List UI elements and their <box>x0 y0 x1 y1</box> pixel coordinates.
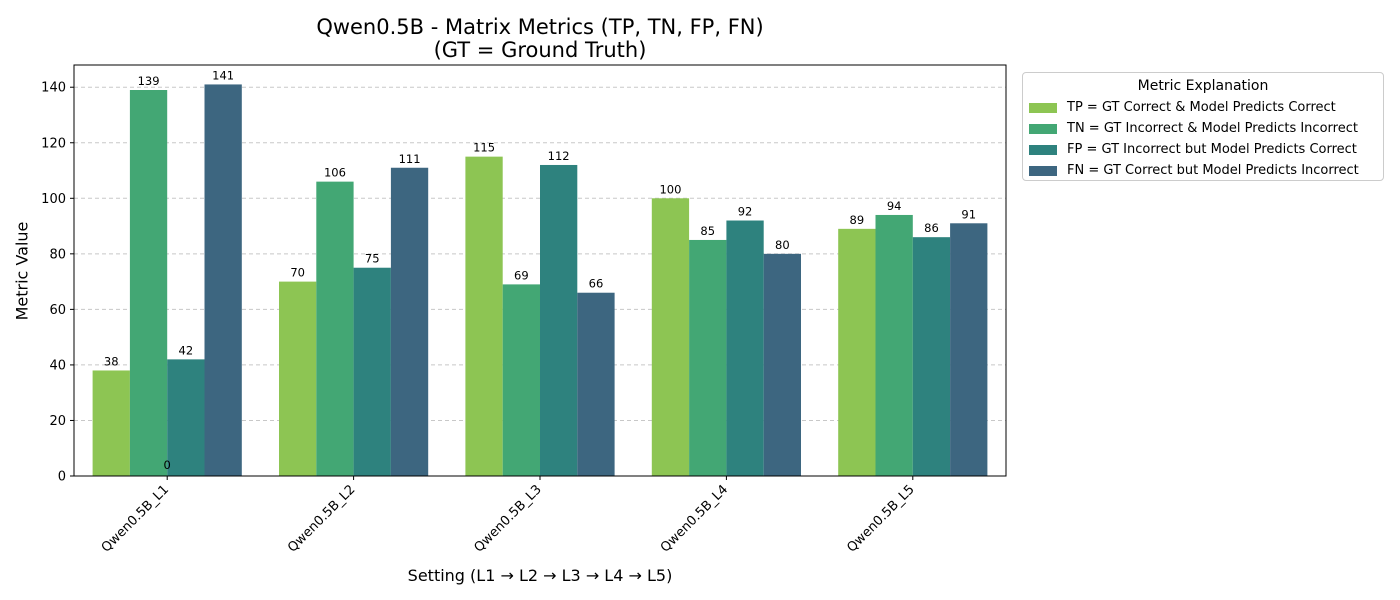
bar <box>204 84 242 477</box>
y-tick-label: 100 <box>41 192 66 207</box>
legend-label-fn: FN = GT Correct but Model Predicts Incor… <box>1067 163 1359 178</box>
data-label: 139 <box>138 74 160 88</box>
y-tick-label: 20 <box>49 414 66 429</box>
legend-label-fp: FP = GT Incorrect but Model Predicts Cor… <box>1067 142 1357 157</box>
legend-swatch-tn <box>1029 123 1057 134</box>
y-tick-label: 120 <box>41 136 66 151</box>
bar <box>316 181 354 476</box>
x-tick-label: Qwen0.5B_L4 <box>658 482 731 555</box>
y-tick-label: 0 <box>58 470 66 485</box>
data-label: 80 <box>775 238 790 252</box>
bar <box>129 89 168 477</box>
data-label: 85 <box>700 224 715 238</box>
bar <box>92 370 130 476</box>
legend-swatch-fn <box>1029 165 1057 176</box>
data-label: 69 <box>514 268 529 282</box>
data-label-annotation: 0 <box>164 458 171 472</box>
bar <box>838 228 876 476</box>
bar <box>689 239 727 476</box>
legend-title: Metric Explanation <box>1137 78 1269 94</box>
bar <box>465 156 503 476</box>
y-tick-label: 140 <box>41 81 66 96</box>
data-label: 112 <box>548 149 570 163</box>
data-label: 100 <box>659 182 681 196</box>
y-tick-label: 80 <box>49 247 66 262</box>
legend-swatch-tp <box>1029 102 1057 113</box>
legend-item-fn: FN = GT Correct but Model Predicts Incor… <box>1023 160 1383 181</box>
bar <box>875 214 913 476</box>
bar <box>502 284 540 476</box>
bar <box>950 223 988 476</box>
y-tick-label: 60 <box>49 303 66 318</box>
x-tick-label: Qwen0.5B_L5 <box>844 482 917 555</box>
bar <box>390 167 429 476</box>
data-label: 141 <box>212 68 234 82</box>
data-label: 75 <box>365 252 380 266</box>
legend-label-tn: TN = GT Incorrect & Model Predicts Incor… <box>1067 121 1358 136</box>
bar <box>353 267 391 476</box>
data-label: 115 <box>473 141 495 155</box>
legend-item-tp: TP = GT Correct & Model Predicts Correct <box>1023 97 1383 118</box>
legend-item-tn: TN = GT Incorrect & Model Predicts Incor… <box>1023 118 1383 139</box>
y-tick-label: 40 <box>49 358 66 373</box>
data-label: 38 <box>104 354 119 368</box>
chart-subtitle: (GT = Ground Truth) <box>433 38 647 62</box>
data-label: 92 <box>738 205 753 219</box>
x-tick-label: Qwen0.5B_L3 <box>471 482 544 555</box>
bar <box>912 237 951 476</box>
chart-title: Qwen0.5B - Matrix Metrics (TP, TN, FP, F… <box>316 15 764 39</box>
data-label: 70 <box>290 266 305 280</box>
data-label: 91 <box>961 207 976 221</box>
bar <box>726 220 764 476</box>
data-label: 66 <box>589 277 604 291</box>
legend: Metric Explanation TP = GT Correct & Mod… <box>1022 72 1384 181</box>
x-axis-label: Setting (L1 → L2 → L3 → L4 → L5) <box>407 566 673 585</box>
legend-label-tp: TP = GT Correct & Model Predicts Correct <box>1067 100 1336 115</box>
data-label: 89 <box>850 213 865 227</box>
bar <box>540 164 578 477</box>
bar <box>167 359 205 476</box>
bar <box>651 198 690 476</box>
data-label: 86 <box>924 221 939 235</box>
legend-item-fp: FP = GT Incorrect but Model Predicts Cor… <box>1023 139 1383 160</box>
data-label: 42 <box>179 343 194 357</box>
legend-swatch-fp <box>1029 144 1057 155</box>
x-tick-label: Qwen0.5B_L1 <box>99 482 172 555</box>
data-label: 111 <box>399 152 421 166</box>
data-label: 94 <box>887 199 902 213</box>
bar <box>763 253 801 476</box>
y-axis-label: Metric Value <box>12 221 32 321</box>
bar <box>279 281 317 476</box>
x-tick-label: Qwen0.5B_L2 <box>285 482 358 555</box>
data-label: 106 <box>324 166 346 180</box>
bar <box>577 292 615 476</box>
